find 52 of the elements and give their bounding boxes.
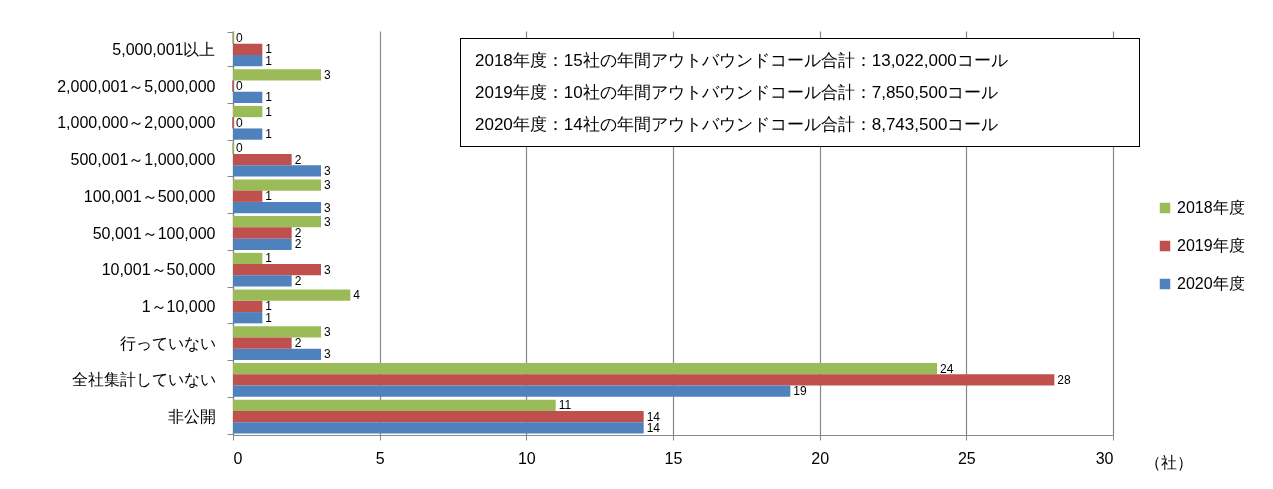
y-tick-label: 1～10,000 [141, 297, 216, 315]
x-tick-label: 20 [811, 449, 830, 467]
data-label: 3 [324, 67, 331, 82]
data-label: 3 [324, 178, 331, 193]
y-tick-label: 5,000,001以上 [112, 40, 216, 58]
data-label: 19 [793, 384, 808, 399]
y-tick-label: 非公開 [167, 408, 216, 426]
data-label: 1 [265, 251, 273, 266]
data-label: 1 [265, 90, 273, 105]
legend-label: 2018年度 [1177, 199, 1245, 216]
x-tick-label: 15 [664, 449, 683, 467]
x-tick-label: 5 [375, 449, 385, 467]
data-label: 3 [324, 347, 331, 362]
data-label: 1 [265, 104, 273, 119]
data-label: 2 [294, 226, 302, 240]
data-label: 2 [294, 237, 302, 252]
data-label: 2 [294, 152, 302, 167]
data-label: 2 [294, 273, 302, 288]
data-label: 2 [294, 336, 302, 351]
y-tick-label: 10,001～50,000 [101, 261, 216, 279]
y-tick-label: 1,000,000～2,000,000 [57, 114, 216, 132]
data-label: 3 [324, 324, 331, 339]
y-tick-label: 行っていない [119, 334, 216, 352]
data-label: 0 [236, 31, 243, 46]
data-label: 1 [265, 189, 273, 204]
data-label: 3 [324, 214, 331, 229]
data-label: 0 [236, 115, 243, 130]
data-label: 24 [940, 361, 954, 376]
x-axis-title: （社） [1144, 453, 1193, 471]
x-tick-label: 10 [517, 449, 536, 467]
annotation: 2020年度：14社の年間アウトバウンドコール合計：8,743,500コール [475, 114, 999, 136]
y-tick-label: 50,001～100,000 [92, 224, 216, 242]
annotation: 2018年度：15社の年間アウトバウンドコール合計：13,022,000コール [475, 50, 1008, 72]
y-tick-label: 2,000,001～5,000,000 [57, 77, 216, 95]
data-label: 0 [236, 141, 243, 156]
y-tick-label: 100,001～500,000 [83, 187, 216, 205]
legend-label: 2020年度 [1177, 275, 1245, 292]
data-label: 28 [1057, 372, 1072, 387]
legend-label: 2019年度 [1177, 237, 1245, 254]
data-label: 3 [324, 262, 331, 277]
x-tick-label: 0 [233, 449, 243, 467]
y-tick-label: 全社集計していない [71, 371, 216, 389]
x-tick-label: 30 [1095, 449, 1114, 467]
data-label: 1 [265, 127, 273, 142]
y-tick-label: 500,001～1,000,000 [70, 151, 216, 169]
data-label: 3 [324, 200, 331, 215]
data-label: 3 [324, 163, 331, 178]
data-label: 0 [236, 79, 243, 94]
annotation: 2019年度：10社の年間アウトバウンドコール合計：7,850,500コール [475, 82, 999, 104]
data-label: 11 [558, 398, 572, 413]
data-label: 4 [353, 288, 361, 303]
x-tick-label: 25 [957, 449, 976, 467]
